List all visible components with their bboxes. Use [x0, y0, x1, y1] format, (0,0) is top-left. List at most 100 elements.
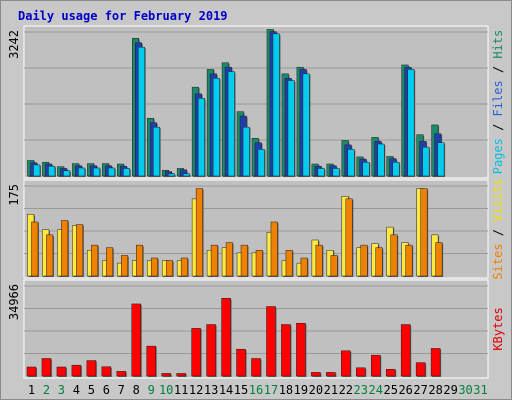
- bar-sites-day-5: [91, 244, 99, 277]
- x-tick-label-day-7: 7: [118, 383, 125, 397]
- bar-kbytes-day-4: [71, 364, 82, 377]
- bar-kbytes-day-19: [296, 322, 306, 377]
- y-max-label: 175: [7, 184, 21, 206]
- x-tick-label-day-30: 30: [458, 383, 472, 397]
- bar-pages-day-14: [227, 71, 235, 177]
- bar-sites-day-25: [390, 234, 398, 277]
- bar-pages-day-22: [347, 149, 355, 177]
- bar-kbytes-day-16: [251, 358, 261, 377]
- bar-kbytes-day-15: [236, 348, 246, 377]
- series-legend: Pages / Files / Hits: [491, 30, 505, 175]
- bar-pages-day-6: [108, 167, 116, 177]
- bar-sites-day-13: [210, 244, 218, 277]
- y-max-label: 34966: [7, 284, 21, 320]
- legend-entry: Files: [491, 80, 505, 116]
- legend-entry: KBytes: [491, 307, 505, 350]
- bar-sites-day-26: [405, 244, 413, 277]
- bar-sites-day-8: [136, 244, 144, 277]
- bar-kbytes-day-21: [326, 372, 336, 377]
- bar-sites-day-9: [150, 257, 158, 277]
- bar-sites-day-16: [255, 250, 263, 277]
- bar-pages-day-28: [437, 142, 445, 177]
- bar-sites-day-3: [61, 220, 69, 277]
- x-tick-label-day-28: 28: [428, 383, 442, 397]
- bar-sites-day-7: [121, 255, 129, 277]
- bar-pages-day-5: [93, 167, 101, 177]
- bar-sites-day-14: [225, 242, 233, 277]
- series-legend: KBytes: [491, 307, 505, 350]
- x-tick-label-day-25: 25: [383, 383, 397, 397]
- bar-kbytes-day-14: [221, 298, 231, 377]
- bar-sites-day-19: [300, 257, 308, 277]
- panel-hits: 3242 Pages / Files / Hits: [7, 25, 505, 179]
- bar-sites-day-15: [240, 244, 248, 277]
- panel-kbytes: 34966 KBytes: [7, 279, 505, 379]
- chart-title: Daily usage for February 2019: [18, 9, 228, 23]
- bar-sites-day-4: [76, 224, 84, 277]
- x-tick-label-day-5: 5: [88, 383, 95, 397]
- bar-sites-day-22: [345, 198, 353, 277]
- bar-sites-day-23: [360, 244, 368, 277]
- x-tick-label-day-21: 21: [324, 383, 338, 397]
- bar-kbytes-day-25: [385, 369, 396, 377]
- bar-pages-day-18: [287, 80, 295, 177]
- legend-entry: /: [491, 59, 505, 81]
- bar-sites-day-11: [180, 257, 188, 277]
- x-tick-label-day-6: 6: [103, 383, 110, 397]
- legend-entry: Visits: [491, 178, 505, 221]
- bar-sites-day-1: [31, 221, 39, 277]
- x-tick-label-day-2: 2: [43, 383, 50, 397]
- bar-kbytes-day-23: [356, 367, 366, 377]
- series-legend: Sites / Visits: [491, 178, 505, 279]
- bar-pages-day-24: [377, 143, 385, 177]
- x-tick-label-day-1: 1: [28, 383, 35, 397]
- bar-sites-day-17: [270, 221, 278, 277]
- bar-pages-day-11: [182, 173, 190, 177]
- x-tick-label-day-14: 14: [219, 383, 233, 397]
- bar-sites-day-28: [435, 242, 443, 277]
- bar-pages-day-2: [48, 165, 56, 177]
- x-tick-label-day-27: 27: [413, 383, 427, 397]
- bar-sites-day-10: [165, 260, 173, 277]
- bar-pages-day-16: [257, 149, 265, 177]
- x-tick-label-day-12: 12: [189, 383, 203, 397]
- bar-kbytes-day-28: [430, 348, 441, 377]
- bar-kbytes-day-8: [131, 303, 142, 377]
- legend-entry: Hits: [491, 30, 505, 59]
- panels: 3242 Pages / Files / Hits 175 Sites / Visit…: [7, 25, 505, 379]
- x-tick-label-day-19: 19: [294, 383, 308, 397]
- bar-kbytes-day-13: [206, 324, 216, 377]
- bar-kbytes-day-22: [341, 350, 351, 377]
- bar-kbytes-day-3: [56, 366, 67, 377]
- x-tick-label-day-20: 20: [309, 383, 323, 397]
- bar-pages-day-23: [362, 161, 370, 177]
- x-tick-label-day-3: 3: [58, 383, 65, 397]
- bar-pages-day-13: [212, 78, 220, 177]
- bar-sites-day-27: [420, 188, 428, 277]
- x-tick-label-day-11: 11: [174, 383, 188, 397]
- x-tick-label-day-9: 9: [148, 383, 155, 397]
- bar-sites-day-2: [46, 234, 54, 277]
- bar-pages-day-25: [392, 161, 400, 177]
- bar-sites-day-21: [330, 255, 338, 277]
- x-tick-label-day-8: 8: [133, 383, 140, 397]
- bar-pages-day-27: [422, 146, 430, 177]
- series-sites: [31, 188, 444, 277]
- series-pages: [33, 33, 446, 178]
- bar-kbytes-day-1: [26, 366, 37, 377]
- bar-pages-day-21: [332, 168, 340, 177]
- bar-kbytes-day-9: [146, 345, 156, 377]
- x-tick-label-day-22: 22: [339, 383, 353, 397]
- bar-kbytes-day-27: [415, 362, 426, 377]
- legend-entry: Sites: [491, 243, 505, 279]
- bar-kbytes-day-7: [116, 371, 127, 377]
- bar-pages-day-9: [152, 126, 160, 177]
- x-tick-label-day-4: 4: [73, 383, 80, 397]
- bar-pages-day-17: [272, 33, 280, 177]
- bar-kbytes-day-6: [101, 366, 112, 377]
- bar-kbytes-day-10: [161, 373, 171, 377]
- bar-sites-day-18: [285, 250, 293, 277]
- legend-entry: /: [491, 222, 505, 244]
